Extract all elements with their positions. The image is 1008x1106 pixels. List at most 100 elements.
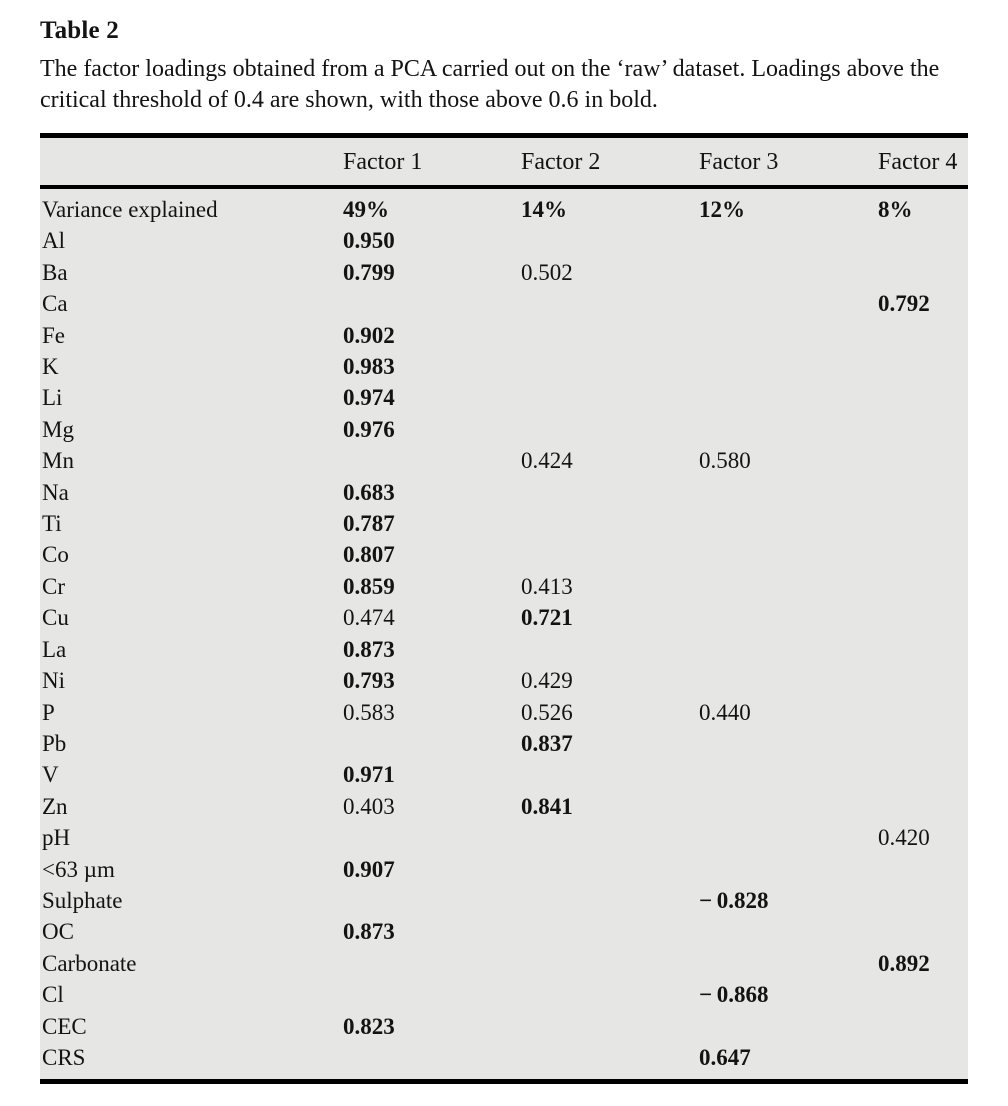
loading-value — [699, 602, 878, 633]
row-label: <63 µm — [42, 856, 115, 882]
row-label: Cu — [42, 605, 69, 631]
loading-value — [699, 508, 878, 539]
table-row: Ti 0.787 — [40, 508, 968, 539]
loading-value — [699, 414, 878, 445]
loading-value — [878, 508, 968, 539]
loading-value — [521, 320, 699, 351]
loading-value — [343, 885, 521, 916]
loading-value: 0.859 — [343, 573, 395, 599]
table-row: OC 0.873 — [40, 916, 968, 947]
column-header-factor-1: Factor 1 — [343, 135, 521, 189]
table-row: Ni 0.793 0.429 — [40, 665, 968, 696]
row-label: Ni — [42, 668, 65, 694]
row-label: P — [42, 699, 55, 725]
loading-value — [878, 539, 968, 570]
loading-value — [878, 445, 968, 476]
loading-value: 0.413 — [521, 573, 573, 599]
table-row: La 0.873 — [40, 634, 968, 665]
loading-value: − 0.828 — [699, 887, 769, 913]
loading-value: 0.971 — [343, 762, 395, 788]
table-row: Carbonate 0.892 — [40, 948, 968, 979]
loading-value — [699, 257, 878, 288]
loading-value — [878, 571, 968, 602]
loading-value — [521, 225, 699, 256]
loading-value — [878, 602, 968, 633]
loading-value: 12% — [699, 197, 745, 222]
row-label: V — [42, 762, 59, 788]
loading-value — [521, 885, 699, 916]
loading-value — [521, 539, 699, 570]
loading-value: 0.799 — [343, 259, 395, 285]
table-row: Co 0.807 — [40, 539, 968, 570]
loading-value: 0.683 — [343, 479, 395, 505]
loading-value — [521, 948, 699, 979]
loading-value: 0.721 — [521, 605, 573, 631]
table-row: V 0.971 — [40, 759, 968, 790]
loading-value — [521, 1042, 699, 1082]
loading-value: − 0.868 — [699, 982, 769, 1008]
loading-value: 0.424 — [521, 448, 573, 474]
loading-value — [521, 634, 699, 665]
loading-value — [521, 477, 699, 508]
loading-value — [521, 1011, 699, 1042]
table-row: Zn 0.403 0.841 — [40, 791, 968, 822]
table-row: Ba 0.799 0.502 — [40, 257, 968, 288]
loading-value — [699, 571, 878, 602]
row-label: Cl — [42, 982, 64, 1008]
loading-value — [521, 508, 699, 539]
table-row: CEC 0.823 — [40, 1011, 968, 1042]
loading-value: 0.580 — [699, 448, 751, 474]
loading-value: 0.873 — [343, 919, 395, 945]
loading-value — [699, 822, 878, 853]
loading-value: 0.793 — [343, 668, 395, 694]
loading-value: 0.823 — [343, 1013, 395, 1039]
loading-value — [699, 854, 878, 885]
loading-value — [521, 759, 699, 790]
column-header-empty — [40, 135, 343, 189]
loading-value — [878, 759, 968, 790]
table-row: Cu 0.474 0.721 — [40, 602, 968, 633]
column-header-factor-2: Factor 2 — [521, 135, 699, 189]
loading-value: 0.807 — [343, 542, 395, 568]
loading-value: 0.983 — [343, 354, 395, 380]
row-label: Mn — [42, 448, 74, 474]
loading-value: 0.474 — [343, 605, 395, 631]
loading-value — [521, 979, 699, 1010]
loading-value — [699, 916, 878, 947]
loading-value: 49% — [343, 197, 389, 222]
loading-value — [343, 822, 521, 853]
table-row: Al 0.950 — [40, 225, 968, 256]
loading-value — [878, 665, 968, 696]
table-caption: The factor loadings obtained from a PCA … — [40, 56, 940, 113]
table-row: Ca 0.792 — [40, 288, 968, 319]
column-header-factor-4: Factor 4 — [878, 135, 968, 189]
row-label: Variance explained — [42, 197, 218, 222]
loading-value: 0.976 — [343, 416, 395, 442]
loading-value — [521, 822, 699, 853]
table-row: Variance explained 49% 14% 12% 8% — [40, 187, 968, 225]
table-row: Fe 0.902 — [40, 320, 968, 351]
row-label: Zn — [42, 793, 68, 819]
loading-value — [699, 728, 878, 759]
row-label: La — [42, 636, 67, 662]
loading-value — [699, 477, 878, 508]
row-label: Cr — [42, 573, 65, 599]
table-row: Cl − 0.868 — [40, 979, 968, 1010]
loading-value — [878, 320, 968, 351]
loading-value — [521, 414, 699, 445]
row-label: Ba — [42, 259, 68, 285]
loading-value — [343, 979, 521, 1010]
table-row: Li 0.974 — [40, 382, 968, 413]
loading-value — [878, 728, 968, 759]
loading-value — [699, 288, 878, 319]
loading-value: 0.502 — [521, 259, 573, 285]
row-label: Ca — [42, 291, 68, 317]
loading-value — [343, 948, 521, 979]
row-label: Co — [42, 542, 69, 568]
table-row: Mn 0.424 0.580 — [40, 445, 968, 476]
loading-value — [699, 539, 878, 570]
loading-value — [878, 979, 968, 1010]
factor-loadings-table: Factor 1 Factor 2 Factor 3 Factor 4 Vari… — [40, 133, 968, 1085]
table-row: Na 0.683 — [40, 477, 968, 508]
row-label: CRS — [42, 1044, 86, 1070]
